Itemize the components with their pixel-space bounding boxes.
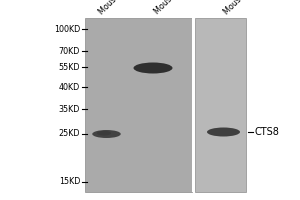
Text: 40KD: 40KD — [59, 83, 80, 92]
Ellipse shape — [134, 62, 172, 73]
Text: 35KD: 35KD — [59, 104, 80, 114]
Ellipse shape — [207, 128, 240, 136]
Text: 55KD: 55KD — [58, 62, 80, 72]
Text: CTS8: CTS8 — [254, 127, 279, 137]
Text: 70KD: 70KD — [59, 46, 80, 55]
Ellipse shape — [97, 131, 111, 136]
Text: Mouse lung: Mouse lung — [153, 0, 191, 16]
Text: 100KD: 100KD — [54, 24, 80, 33]
Bar — [195, 18, 246, 192]
Text: 25KD: 25KD — [58, 130, 80, 138]
Text: 15KD: 15KD — [59, 178, 80, 186]
Text: Mouse testis: Mouse testis — [97, 0, 139, 16]
Bar — [192, 18, 195, 192]
Ellipse shape — [92, 130, 121, 138]
Bar — [85, 18, 192, 192]
Text: Mouse liver: Mouse liver — [222, 0, 261, 16]
